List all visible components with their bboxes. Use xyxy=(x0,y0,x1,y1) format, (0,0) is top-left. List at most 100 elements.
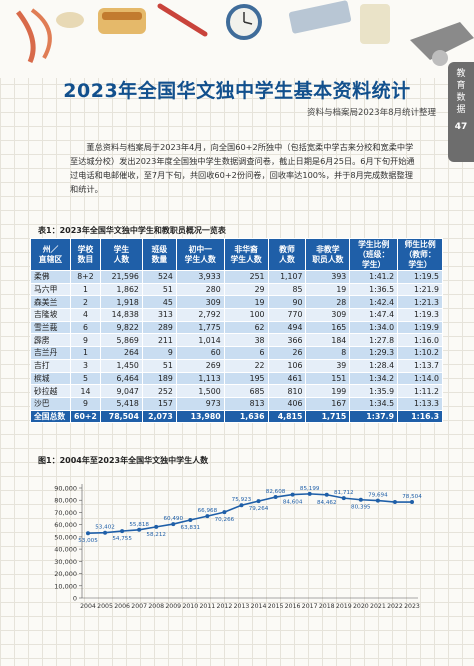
table-cell: 5 xyxy=(69,371,101,386)
table-row: 槟城 5 6,464 189 1,113 195 461 151 1:34.2 1:14.0 xyxy=(30,371,443,386)
y-tick-label: 60,000 xyxy=(54,521,77,529)
table-cell: 1,715 xyxy=(305,409,351,424)
table-cell: 22 xyxy=(223,358,269,373)
table-cell: 770 xyxy=(267,308,307,322)
table-cell: 13,980 xyxy=(175,409,225,424)
y-tick-label: 40,000 xyxy=(54,546,77,554)
x-tick-label: 2016 xyxy=(285,603,301,610)
table-row: 沙巴 9 5,418 157 973 813 406 167 1:34.5 1:13.3 xyxy=(30,396,443,411)
table-cell: 289 xyxy=(141,320,177,335)
table-header-cell: 初中一 学生人数 xyxy=(175,238,225,271)
table-cell: 1:14.0 xyxy=(397,371,443,386)
table-cell: 167 xyxy=(305,396,351,411)
table-cell: 1:37.9 xyxy=(349,409,399,424)
table-cell: 309 xyxy=(175,295,225,310)
table-cell: 4 xyxy=(69,308,101,322)
table-row: 马六甲 1 1,862 51 280 29 85 19 1:36.5 1:21.9 xyxy=(30,282,443,297)
data-label: 66,968 xyxy=(198,508,218,514)
table-cell: 28 xyxy=(305,295,351,310)
table-cell: 1,775 xyxy=(175,320,225,335)
table-cell: 6,464 xyxy=(99,371,143,386)
data-label: 82,608 xyxy=(266,489,286,495)
table-cell: 45 xyxy=(141,295,177,310)
table-cell: 157 xyxy=(141,396,177,411)
table-cell: 1 xyxy=(69,346,101,360)
pencil-icon xyxy=(157,3,208,37)
y-tick-label: 50,000 xyxy=(54,533,77,541)
table-cell: 195 xyxy=(223,371,269,386)
table-total-row: 全国总数 60+2 78,504 2,073 13,980 1,636 4,815 1,715… xyxy=(30,409,443,424)
table-cell: 813 xyxy=(223,396,269,411)
x-tick-label: 2005 xyxy=(97,603,113,610)
table-cell: 5,869 xyxy=(99,333,143,348)
table-cell: 165 xyxy=(305,320,351,335)
table-cell: 189 xyxy=(141,371,177,386)
x-tick-label: 2007 xyxy=(131,603,147,610)
table-cell: 51 xyxy=(141,282,177,297)
x-tick-label: 2023 xyxy=(404,603,420,610)
statistics-table: 州／ 直辖区 学校 数目 学生 人数 班级 数量 初中一 学生人数 非华裔 学生人数 教师 … xyxy=(30,238,443,424)
table-cell: 151 xyxy=(305,371,351,386)
section-tab-char: 数 xyxy=(456,93,466,103)
region-cell: 槟城 xyxy=(30,371,71,386)
table-cell: 1,636 xyxy=(223,409,269,424)
table-cell: 85 xyxy=(267,282,307,297)
graduation-cap-icon xyxy=(410,22,474,60)
x-tick-label: 2022 xyxy=(387,603,403,610)
data-point xyxy=(137,527,142,532)
region-cell: 柔佛 xyxy=(30,270,71,284)
table-cell: 252 xyxy=(141,384,177,398)
table-cell: 2,792 xyxy=(175,308,225,322)
section-tab-char: 据 xyxy=(456,105,466,115)
y-tick-label: 80,000 xyxy=(54,497,77,505)
table-cell: 1:34.0 xyxy=(349,320,399,335)
table-cell: 1,113 xyxy=(175,371,225,386)
data-label: 84,604 xyxy=(283,500,303,506)
table-cell: 38 xyxy=(223,333,269,348)
table-cell: 494 xyxy=(267,320,307,335)
x-tick-label: 2013 xyxy=(234,603,250,610)
region-cell: 霹雳 xyxy=(30,333,71,348)
data-label: 58,212 xyxy=(146,532,166,538)
data-label: 75,923 xyxy=(232,497,252,503)
data-label: 53,005 xyxy=(78,538,98,544)
chart-caption: 图1：2004年至2023年全国华文独中学生人数 xyxy=(38,456,209,465)
page-title: 2023年全国华文独中学生基本资料统计 xyxy=(63,80,411,102)
data-label: 81,712 xyxy=(334,490,354,496)
table-cell: 106 xyxy=(267,358,307,373)
table-cell: 6 xyxy=(223,346,269,360)
table-cell: 9 xyxy=(141,346,177,360)
table-cell: 4,815 xyxy=(267,409,307,424)
table-cell: 1:19.5 xyxy=(397,270,443,284)
data-point xyxy=(392,500,397,505)
section-tab-char: 育 xyxy=(456,81,466,91)
table-cell: 1:36.5 xyxy=(349,282,399,297)
region-cell: 全国总数 xyxy=(30,409,71,424)
series-line xyxy=(87,493,412,535)
table-cell: 1,918 xyxy=(99,295,143,310)
table-cell: 1:19.9 xyxy=(397,320,443,335)
table-cell: 393 xyxy=(305,270,351,284)
region-cell: 吉打 xyxy=(30,358,71,373)
student-count-line-chart: 0 10,000 20,000 30,000 40,000 50,000 60,000 70,… xyxy=(54,484,422,610)
data-point xyxy=(103,530,108,535)
data-label: 55,818 xyxy=(129,522,149,528)
table-header-cell: 师生比例 （教师： 学生） xyxy=(397,238,443,271)
section-tab-char: 教 xyxy=(456,69,466,79)
table-cell: 8+2 xyxy=(69,270,101,284)
table-header-cell: 学生 人数 xyxy=(99,238,143,271)
table-header-cell: 非华裔 学生人数 xyxy=(223,238,269,271)
x-tick-label: 2010 xyxy=(182,603,198,610)
table-cell: 21,596 xyxy=(99,270,143,284)
table-cell: 280 xyxy=(175,282,225,297)
table-cell: 1:27.8 xyxy=(349,333,399,348)
intro-paragraph: 董总资料与档案局于2023年4月，向全国60+2所独中（包括宽柔中学古来分校和宽… xyxy=(70,142,415,194)
x-tick-label: 2021 xyxy=(370,603,386,610)
y-tick-label: 70,000 xyxy=(54,509,77,517)
x-tick-label: 2011 xyxy=(199,603,215,610)
eraser-icon xyxy=(56,12,84,28)
table-cell: 1:41.2 xyxy=(349,270,399,284)
region-cell: 吉兰丹 xyxy=(30,346,71,360)
table-cell: 1:19.3 xyxy=(397,308,443,322)
y-tick-label: 0 xyxy=(73,595,77,603)
